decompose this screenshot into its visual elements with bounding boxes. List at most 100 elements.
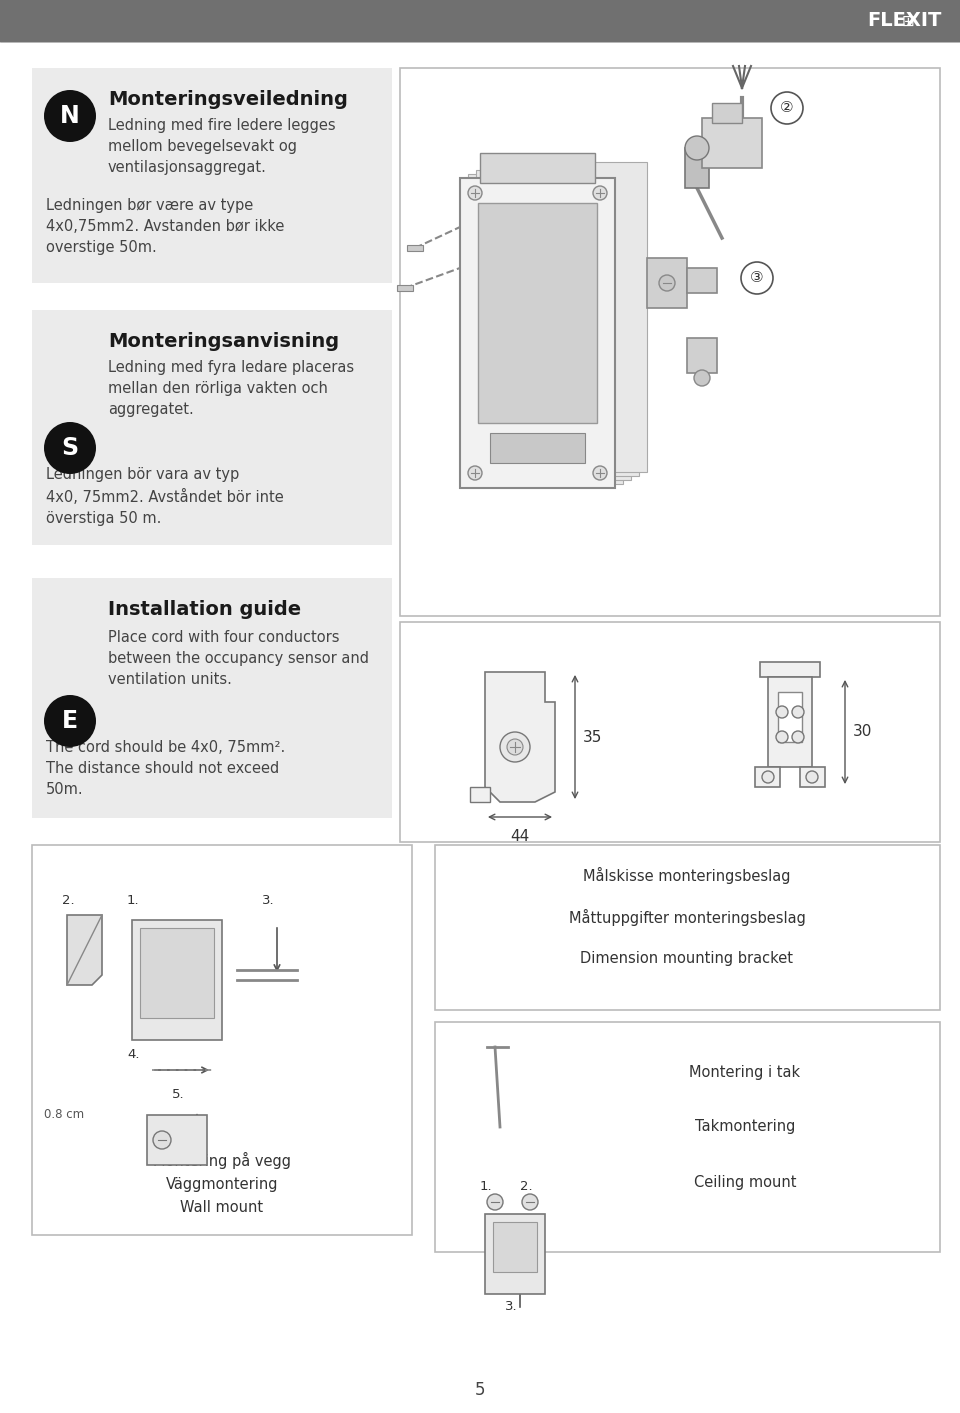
Circle shape [741,261,773,294]
Circle shape [44,90,96,141]
Text: 44: 44 [511,829,530,844]
Bar [435,845,940,1010]
Circle shape [659,276,675,291]
Text: Målskisse monteringsbeslag: Målskisse monteringsbeslag [584,866,791,883]
Bar [470,787,490,803]
Bar [32,578,392,818]
Circle shape [153,1130,171,1149]
Bar [32,845,412,1235]
Text: 1.: 1. [480,1180,492,1194]
Text: ③: ③ [750,270,764,285]
Circle shape [44,422,96,473]
Text: Takmontering: Takmontering [695,1119,795,1135]
Text: E: E [62,709,78,733]
Text: S: S [61,437,79,461]
Circle shape [468,466,482,480]
Text: 5: 5 [475,1381,485,1399]
Circle shape [44,695,96,747]
Text: Place cord with four conductors
between the occupancy sensor and
ventilation uni: Place cord with four conductors between … [108,630,369,687]
Text: 3.: 3. [262,893,275,907]
Bar [435,1022,940,1252]
Text: ②: ② [780,100,794,116]
Bar [400,622,940,842]
Circle shape [593,187,607,201]
Bar [493,1222,537,1272]
Circle shape [776,706,788,718]
Bar [147,1115,207,1164]
Polygon shape [67,916,102,985]
Bar [647,259,687,308]
Text: Installation guide: Installation guide [108,601,301,619]
Bar [760,663,820,677]
Circle shape [685,136,709,160]
Circle shape [776,731,788,743]
Text: 2.: 2. [520,1180,533,1194]
Circle shape [501,242,533,274]
Bar [140,928,214,1017]
Bar [400,68,940,616]
Bar [492,162,647,472]
Bar [32,309,392,545]
Circle shape [792,731,804,743]
Circle shape [806,771,818,783]
Text: Väggmontering: Väggmontering [166,1177,278,1191]
Text: ⊞: ⊞ [901,14,914,28]
Circle shape [694,370,710,386]
Bar [478,203,597,422]
Text: Montering i tak: Montering i tak [689,1064,801,1080]
Bar [778,692,802,742]
Text: 5.: 5. [172,1088,184,1102]
Circle shape [487,1194,503,1210]
Text: Wall mount: Wall mount [180,1201,264,1215]
Text: 2.: 2. [62,893,75,907]
Bar [490,432,585,463]
Bar [407,244,423,252]
Text: 1.: 1. [127,893,139,907]
Text: Ledning med fyra ledare placeras
mellan den rörliga vakten och
aggregatet.: Ledning med fyra ledare placeras mellan … [108,360,354,417]
Bar [687,338,717,373]
Text: 30: 30 [853,725,873,739]
Circle shape [771,92,803,124]
Text: Måttuppgifter monteringsbeslag: Måttuppgifter monteringsbeslag [568,909,805,926]
Bar [685,148,709,188]
Text: The cord should be 4x0, 75mm².
The distance should not exceed
50m.: The cord should be 4x0, 75mm². The dista… [46,740,285,797]
Circle shape [468,187,482,201]
Circle shape [593,466,607,480]
Bar [476,170,631,480]
Circle shape [792,706,804,718]
Text: Ledningen bør være av type
4x0,75mm2. Avstanden bør ikke
overstige 50m.: Ledningen bør være av type 4x0,75mm2. Av… [46,198,284,254]
Bar [755,767,780,787]
Text: ①: ① [510,250,524,266]
Circle shape [500,732,530,762]
Bar [768,677,812,767]
Bar [0,0,960,42]
Bar [132,920,222,1040]
Text: 35: 35 [583,729,602,745]
Bar [468,174,623,485]
Text: Montering på vegg: Montering på vegg [153,1152,291,1169]
Bar [397,285,413,291]
Bar [484,165,639,476]
Bar [712,103,742,123]
Bar [687,268,717,292]
Bar [702,119,762,168]
Text: 0.8 cm: 0.8 cm [44,1109,84,1122]
Polygon shape [485,673,555,803]
Bar [32,68,392,283]
Bar [485,1214,545,1294]
Bar [460,178,615,487]
Bar [800,767,825,787]
Text: Ledningen bör vara av typ
4x0, 75mm2. Avståndet bör inte
överstiga 50 m.: Ledningen bör vara av typ 4x0, 75mm2. Av… [46,468,284,526]
Text: Ledning med fire ledere legges
mellom bevegelsevakt og
ventilasjonsaggregat.: Ledning med fire ledere legges mellom be… [108,119,336,175]
Text: Monteringsveiledning: Monteringsveiledning [108,90,348,109]
Text: 3.: 3. [505,1300,517,1314]
Text: Monteringsanvisning: Monteringsanvisning [108,332,339,350]
Text: FLEXIT: FLEXIT [868,11,942,31]
Text: Dimension mounting bracket: Dimension mounting bracket [581,951,794,966]
Text: 4.: 4. [127,1048,139,1061]
Circle shape [507,739,523,755]
Text: N: N [60,105,80,129]
Text: Ceiling mount: Ceiling mount [694,1174,796,1190]
Circle shape [762,771,774,783]
Circle shape [522,1194,538,1210]
